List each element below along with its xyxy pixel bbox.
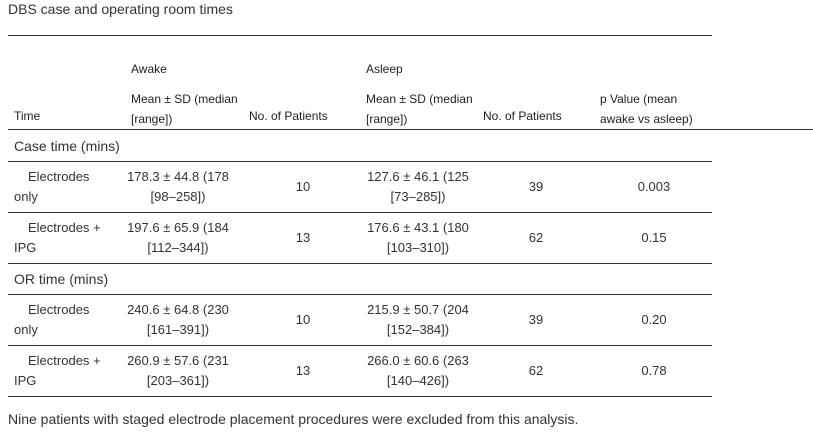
- asleep-mean-line2: [103–310]): [386, 240, 450, 255]
- asleep-mean-line1: 127.6 ± 46.1 (125: [367, 169, 469, 184]
- header-awake-mean-line2: [range]): [131, 112, 173, 126]
- row-label: Electrodes + IPG: [14, 218, 114, 258]
- row-label-line2: only: [14, 189, 38, 204]
- awake-patients-cell: 13: [295, 363, 311, 378]
- asleep-patients-cell: 62: [528, 363, 544, 378]
- section-end-rule: [8, 263, 712, 264]
- awake-mean-line1: 178.3 ± 44.8 (178: [127, 169, 229, 184]
- row-label-line1: Electrodes +: [28, 220, 101, 235]
- row-label: Electrodes + IPG: [14, 351, 114, 391]
- header-p-value-line2: awake vs asleep): [600, 112, 693, 126]
- header-p-value-line1: p Value (mean: [600, 92, 678, 106]
- row-label-line1: Electrodes +: [28, 353, 101, 368]
- awake-mean-line2: [112–344]): [147, 240, 209, 255]
- asleep-mean-cell: 215.9 ± 50.7 (204 [152–384]): [358, 300, 478, 340]
- p-value-cell: 0.003: [637, 179, 671, 194]
- p-value-cell: 0.20: [641, 312, 667, 327]
- asleep-mean-cell: 266.0 ± 60.6 (263 [140–426]): [358, 351, 478, 391]
- awake-mean-line1: 240.6 ± 64.8 (230: [127, 302, 229, 317]
- awake-mean-cell: 197.6 ± 65.9 (184 [112–344]): [118, 218, 238, 258]
- header-awake-mean-line1: Mean ± SD (median: [131, 92, 238, 106]
- asleep-mean-line2: [73–285]): [390, 189, 446, 204]
- table-footnote: Nine patients with staged electrode plac…: [8, 411, 579, 427]
- row-label-line1: Electrodes: [28, 302, 90, 317]
- header-asleep-mean: Mean ± SD (median [range]): [366, 89, 473, 129]
- header-bottom-rule: [8, 129, 813, 130]
- p-value-cell: 0.15: [641, 230, 667, 245]
- asleep-mean-cell: 127.6 ± 46.1 (125 [73–285]): [358, 167, 478, 207]
- header-asleep-mean-line1: Mean ± SD (median: [366, 92, 473, 106]
- awake-patients-cell: 10: [295, 312, 311, 327]
- row-label: Electrodes only: [14, 300, 114, 340]
- header-awake-patients: No. of Patients: [249, 109, 328, 123]
- section-title-or-time: OR time (mins): [14, 271, 109, 287]
- header-asleep-group: Asleep: [366, 62, 403, 76]
- asleep-mean-cell: 176.6 ± 43.1 (180 [103–310]): [358, 218, 478, 258]
- asleep-mean-line1: 215.9 ± 50.7 (204: [367, 302, 469, 317]
- row-label-line2: IPG: [14, 240, 37, 255]
- row-label-line2: IPG: [14, 373, 37, 388]
- header-awake-group: Awake: [131, 62, 167, 76]
- awake-mean-line2: [98–258]): [150, 189, 206, 204]
- asleep-mean-line2: [152–384]): [386, 322, 450, 337]
- row-label: Electrodes only: [14, 167, 114, 207]
- table-top-rule: [8, 35, 712, 36]
- header-p-value: p Value (mean awake vs asleep): [600, 89, 693, 129]
- row-rule: [8, 345, 712, 346]
- header-asleep-patients: No. of Patients: [483, 109, 562, 123]
- asleep-mean-line2: [140–426]): [386, 373, 450, 388]
- p-value-cell: 0.78: [641, 363, 667, 378]
- awake-mean-cell: 240.6 ± 64.8 (230 [161–391]): [118, 300, 238, 340]
- header-asleep-mean-line2: [range]): [366, 112, 408, 126]
- awake-mean-line2: [203–361]): [146, 373, 210, 388]
- asleep-mean-line1: 176.6 ± 43.1 (180: [367, 220, 469, 235]
- asleep-mean-line1: 266.0 ± 60.6 (263: [367, 353, 469, 368]
- awake-mean-line2: [161–391]): [146, 322, 210, 337]
- table-bottom-rule: [8, 396, 712, 397]
- table-caption: DBS case and operating room times: [8, 1, 233, 17]
- awake-mean-line1: 197.6 ± 65.9 (184: [127, 220, 229, 235]
- row-rule: [8, 212, 712, 213]
- awake-mean-line1: 260.9 ± 57.6 (231: [127, 353, 229, 368]
- asleep-patients-cell: 62: [528, 230, 544, 245]
- header-awake-mean: Mean ± SD (median [range]): [131, 89, 238, 129]
- awake-mean-cell: 260.9 ± 57.6 (231 [203–361]): [118, 351, 238, 391]
- row-label-line1: Electrodes: [28, 169, 90, 184]
- asleep-patients-cell: 39: [528, 312, 544, 327]
- awake-mean-cell: 178.3 ± 44.8 (178 [98–258]): [118, 167, 238, 207]
- section-rule-or-time: [8, 294, 712, 295]
- awake-patients-cell: 13: [295, 230, 311, 245]
- section-rule-case-time: [8, 161, 712, 162]
- awake-patients-cell: 10: [295, 179, 311, 194]
- header-time: Time: [14, 109, 41, 123]
- row-label-line2: only: [14, 322, 38, 337]
- asleep-patients-cell: 39: [528, 179, 544, 194]
- section-title-case-time: Case time (mins): [14, 138, 120, 154]
